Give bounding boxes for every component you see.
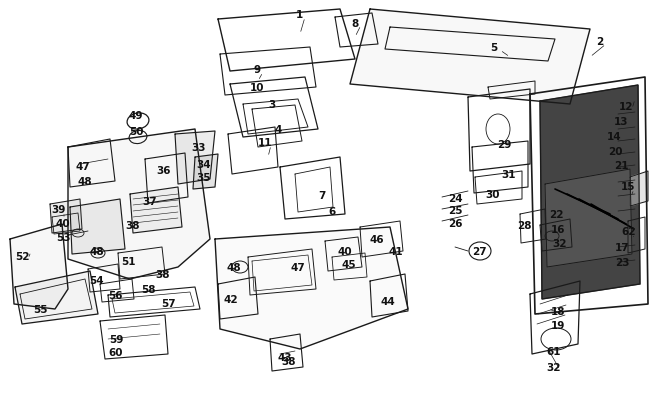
Text: 36: 36 [157, 166, 171, 175]
Text: 24: 24 [448, 194, 462, 203]
Text: 50: 50 [129, 127, 143, 136]
Polygon shape [10, 224, 68, 309]
Text: 49: 49 [129, 111, 143, 121]
Text: 35: 35 [197, 173, 211, 183]
Text: 13: 13 [614, 117, 629, 127]
Text: 29: 29 [497, 140, 511, 149]
Text: 22: 22 [549, 209, 564, 220]
Text: 58: 58 [141, 284, 155, 294]
Text: 32: 32 [552, 239, 567, 248]
Text: 40: 40 [56, 218, 70, 228]
Text: 23: 23 [615, 257, 629, 267]
Text: 12: 12 [619, 102, 633, 112]
Text: 41: 41 [389, 246, 403, 256]
Text: 48: 48 [227, 262, 241, 272]
Text: 40: 40 [338, 246, 352, 256]
Text: 18: 18 [551, 306, 566, 316]
Text: 3: 3 [268, 100, 276, 110]
Text: 9: 9 [254, 65, 261, 75]
Text: 2: 2 [597, 37, 604, 47]
Text: 14: 14 [606, 132, 621, 142]
Text: 48: 48 [78, 177, 92, 187]
Polygon shape [630, 172, 648, 207]
Text: 11: 11 [258, 138, 272, 148]
Text: 60: 60 [109, 347, 124, 357]
Text: 47: 47 [291, 262, 306, 272]
Text: 54: 54 [88, 275, 103, 285]
Text: 42: 42 [224, 294, 239, 304]
Text: 53: 53 [56, 232, 70, 243]
Text: 28: 28 [517, 220, 531, 230]
Text: 30: 30 [486, 190, 500, 200]
Polygon shape [215, 228, 408, 349]
Polygon shape [50, 200, 82, 233]
Text: 21: 21 [614, 161, 629, 171]
Text: 38: 38 [125, 220, 140, 230]
Text: 25: 25 [448, 205, 462, 215]
Text: 59: 59 [109, 334, 124, 344]
Text: 57: 57 [162, 298, 176, 308]
Text: 15: 15 [621, 181, 635, 192]
Text: 56: 56 [108, 290, 122, 300]
Polygon shape [540, 86, 640, 299]
Text: 26: 26 [448, 218, 462, 228]
Polygon shape [350, 10, 590, 105]
Text: 44: 44 [381, 296, 395, 306]
Text: 16: 16 [551, 224, 566, 234]
Text: 48: 48 [90, 246, 104, 256]
Text: 19: 19 [551, 320, 566, 330]
Text: 8: 8 [352, 19, 359, 29]
Text: 27: 27 [472, 246, 486, 256]
Text: 62: 62 [622, 226, 636, 237]
Text: 46: 46 [370, 234, 384, 244]
Text: 4: 4 [274, 125, 281, 135]
Text: 6: 6 [328, 207, 335, 216]
Polygon shape [68, 130, 210, 279]
Polygon shape [130, 188, 182, 233]
Text: 45: 45 [342, 259, 356, 269]
Text: 31: 31 [502, 170, 516, 179]
Text: 55: 55 [32, 304, 47, 314]
Polygon shape [193, 155, 218, 190]
Text: 47: 47 [75, 162, 90, 172]
Text: 39: 39 [51, 205, 65, 215]
Polygon shape [175, 132, 215, 185]
Text: 52: 52 [15, 252, 29, 261]
Text: 38: 38 [156, 269, 170, 279]
Text: 1: 1 [295, 10, 303, 20]
Polygon shape [70, 200, 125, 254]
Text: 33: 33 [192, 143, 206, 153]
Text: 7: 7 [318, 190, 326, 200]
Polygon shape [545, 170, 632, 267]
Text: 5: 5 [490, 43, 498, 53]
Text: 17: 17 [615, 243, 629, 252]
Text: 20: 20 [608, 147, 622, 157]
Text: 61: 61 [547, 346, 561, 356]
Text: 34: 34 [197, 160, 211, 170]
Text: 43: 43 [278, 352, 292, 362]
Polygon shape [15, 271, 98, 324]
Text: 51: 51 [121, 256, 135, 266]
Text: 37: 37 [143, 196, 157, 207]
Text: 38: 38 [281, 356, 296, 366]
Text: 10: 10 [250, 83, 265, 93]
Text: 32: 32 [547, 362, 561, 372]
